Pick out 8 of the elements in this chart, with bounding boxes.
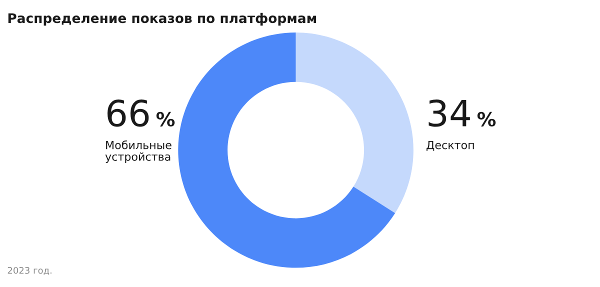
- donut-slice: [178, 32, 396, 268]
- chart-title: Распределение показов по платформам: [8, 12, 316, 26]
- slice-label: Десктоп: [426, 140, 474, 151]
- text: 2023 год.: [8, 266, 52, 275]
- slice-label: Мобильные устройства: [105, 140, 172, 163]
- data-label: 66 %: [108, 99, 175, 127]
- donut-slice: [296, 32, 414, 214]
- data-label: 34 %: [428, 99, 496, 127]
